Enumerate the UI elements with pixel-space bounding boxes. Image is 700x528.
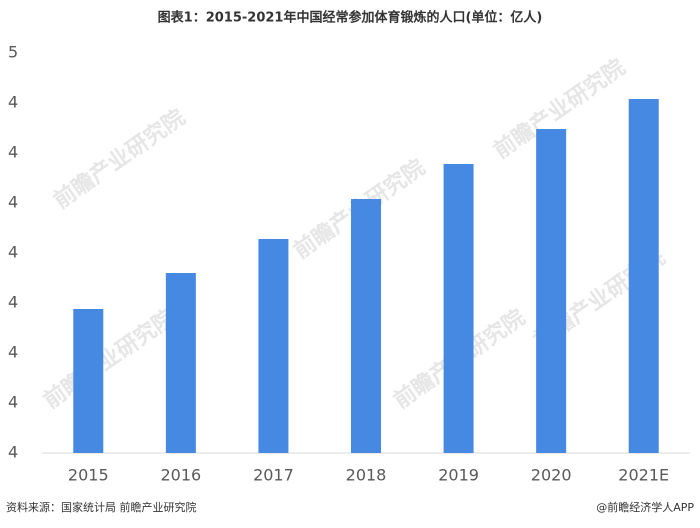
x-tick-label: 2018 — [346, 466, 387, 485]
y-tick-label: 4 — [8, 193, 18, 212]
watermark: 前瞻产业研究院 — [49, 104, 190, 214]
bar — [73, 309, 104, 453]
watermark: 前瞻产业研究院 — [39, 304, 180, 414]
y-tick-label: 5 — [8, 43, 18, 62]
y-tick-label: 4 — [8, 293, 18, 312]
x-tick-label: 2017 — [253, 466, 294, 485]
bar — [536, 129, 567, 453]
brand: @前瞻经济学人APP — [596, 500, 694, 514]
y-tick-label: 4 — [8, 143, 18, 162]
x-tick-label: 2020 — [531, 466, 572, 485]
source: 资料来源：国家统计局 前瞻产业研究院 — [6, 500, 197, 514]
x-tick-label: 2015 — [68, 466, 109, 485]
x-tick-label: 2021E — [618, 466, 669, 485]
x-tick-label: 2016 — [160, 466, 201, 485]
bar — [258, 239, 289, 453]
y-tick-label: 4 — [8, 243, 18, 262]
y-tick-label: 4 — [8, 443, 18, 462]
y-tick-label: 4 — [8, 393, 18, 412]
x-tick-label: 2019 — [438, 466, 479, 485]
bar — [628, 99, 659, 453]
y-tick-label: 4 — [8, 343, 18, 362]
y-tick-label: 4 — [8, 93, 18, 112]
bar — [351, 199, 381, 453]
bar — [443, 164, 474, 453]
chart-title: 图表1：2015-2021年中国经常参加体育锻炼的人口(单位：亿人) — [158, 10, 543, 26]
bar — [165, 273, 196, 453]
